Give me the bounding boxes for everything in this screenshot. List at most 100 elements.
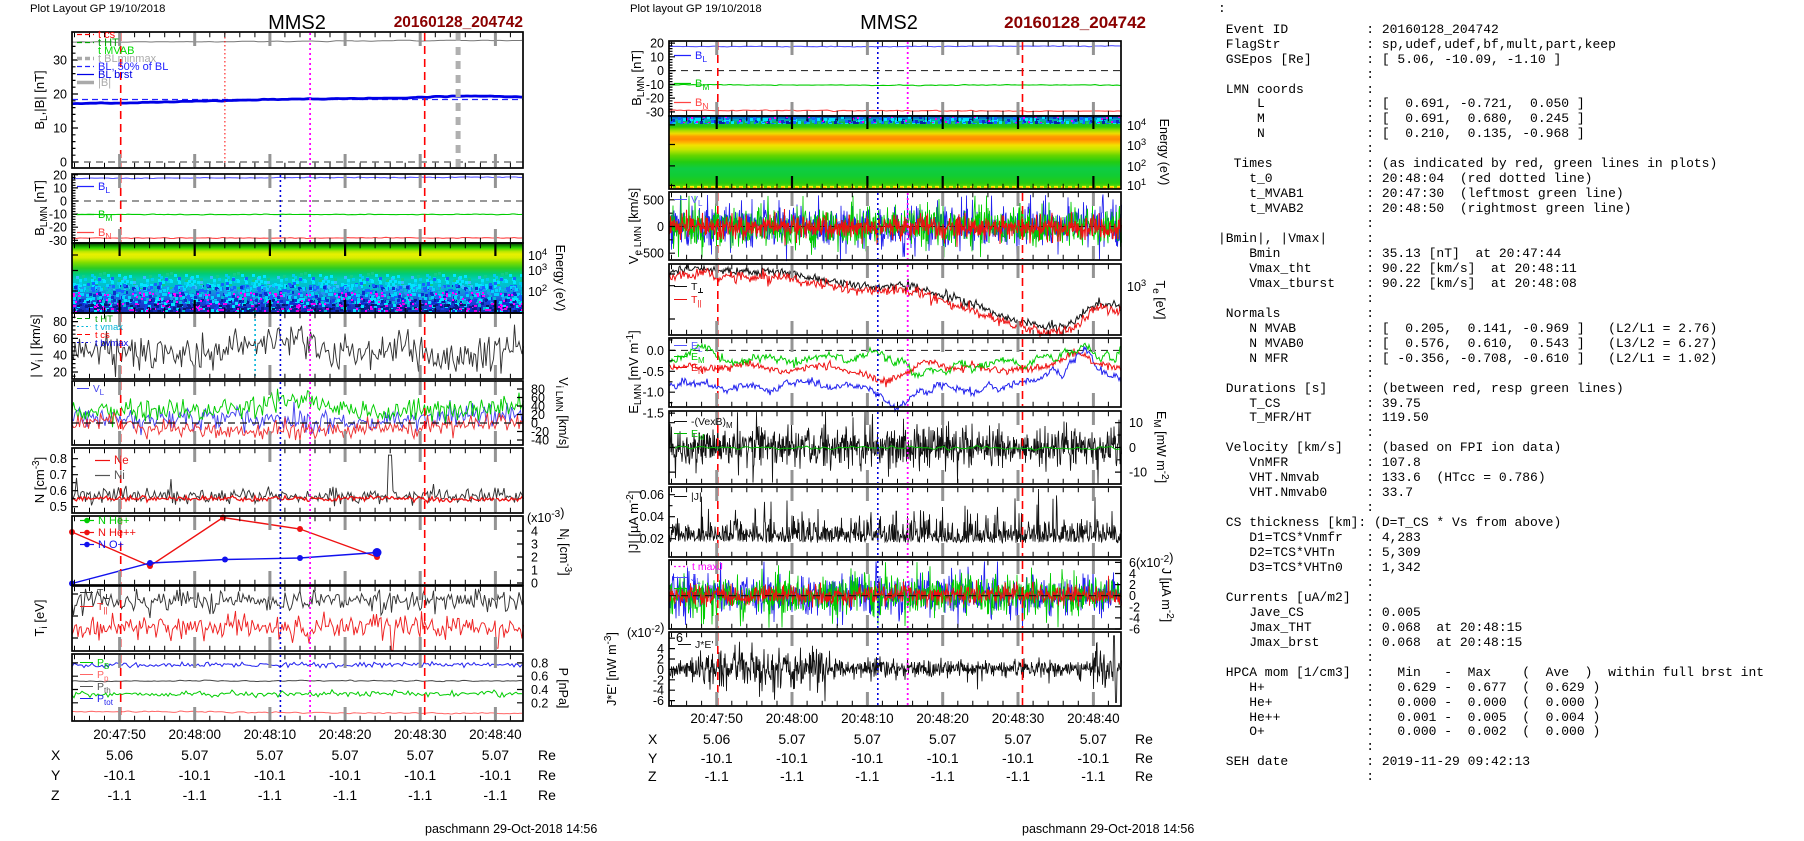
svg-text:20:47:50: 20:47:50	[93, 727, 146, 742]
svg-text:-1.0: -1.0	[642, 386, 664, 400]
svg-text:-(VexB)M: -(VexB)M	[691, 416, 733, 430]
svg-text:20160128_204742: 20160128_204742	[394, 14, 523, 31]
svg-text:-1.5: -1.5	[642, 407, 664, 421]
svg-text:40: 40	[531, 400, 545, 414]
svg-text:paschmann 29-Oct-2018 14:56: paschmann 29-Oct-2018 14:56	[1022, 822, 1194, 836]
svg-text:0.6: 0.6	[50, 484, 67, 498]
svg-text:60: 60	[531, 391, 545, 405]
svg-text:0: 0	[531, 417, 538, 431]
svg-text:0.4: 0.4	[531, 683, 548, 697]
svg-text:5.07: 5.07	[854, 731, 881, 747]
svg-text:-10.1: -10.1	[104, 767, 136, 783]
svg-text:80: 80	[53, 315, 67, 329]
svg-text:20:48:40: 20:48:40	[469, 727, 522, 742]
svg-text:Energy (eV): Energy (eV)	[1157, 119, 1171, 186]
svg-text:N He++: N He++	[98, 527, 136, 539]
svg-text:t HT: t HT	[95, 314, 113, 325]
svg-text:0.5: 0.5	[50, 500, 67, 514]
svg-text:-1.1: -1.1	[333, 787, 357, 803]
svg-text:Re: Re	[1135, 768, 1153, 784]
svg-text:BM​: BM​	[695, 78, 709, 92]
svg-text:T: T	[691, 281, 698, 293]
svg-text:Plot layout GP 19/10/2018: Plot layout GP 19/10/2018	[630, 3, 762, 15]
svg-text:20:48:40: 20:48:40	[1067, 711, 1120, 726]
svg-text:20: 20	[53, 88, 67, 102]
svg-text:0: 0	[657, 64, 664, 78]
svg-text:0.8: 0.8	[531, 656, 548, 670]
svg-text:5.07: 5.07	[778, 731, 805, 747]
svg-text:-1.1: -1.1	[780, 768, 804, 784]
svg-text:-1.1: -1.1	[408, 787, 432, 803]
svg-text:-10.1: -10.1	[1077, 750, 1109, 766]
svg-text:40: 40	[53, 349, 67, 363]
svg-text:-4: -4	[653, 684, 664, 698]
svg-text:5.07: 5.07	[407, 747, 434, 763]
svg-text:-10.1: -10.1	[254, 767, 286, 783]
svg-text:6: 6	[676, 631, 683, 645]
svg-text:Plot Layout GP 19/10/2018: Plot Layout GP 19/10/2018	[30, 3, 165, 15]
svg-text:0: 0	[1129, 441, 1136, 455]
svg-text:0: 0	[657, 220, 664, 234]
svg-text:-40: -40	[531, 434, 549, 448]
svg-text:0: 0	[60, 156, 67, 170]
svg-text:J*E' [nW m-3​]: J*E' [nW m-3​]	[603, 632, 619, 706]
svg-text:T||​: T||​	[97, 601, 108, 615]
svg-text:5.07: 5.07	[482, 747, 509, 763]
svg-text:-1.1: -1.1	[108, 787, 132, 803]
svg-text:20:48:20: 20:48:20	[319, 727, 372, 742]
svg-text:BL​,|B| [nT]: BL​,|B| [nT]	[32, 70, 50, 129]
svg-text:-10.1: -10.1	[479, 767, 511, 783]
svg-text:-1.1: -1.1	[855, 768, 879, 784]
svg-text:0: 0	[531, 577, 538, 591]
svg-text:0.04: 0.04	[640, 510, 664, 524]
svg-text:Re: Re	[1135, 731, 1153, 747]
svg-text:-1.1: -1.1	[705, 768, 729, 784]
svg-text:4: 4	[531, 525, 538, 539]
svg-text:Re: Re	[538, 767, 556, 783]
svg-text:J*E': J*E'	[695, 639, 713, 651]
svg-text:BL, 50% of BL: BL, 50% of BL	[98, 61, 168, 73]
svg-text:5.07: 5.07	[181, 747, 208, 763]
svg-text:|B|: |B|	[98, 77, 111, 89]
svg-text:6: 6	[1129, 556, 1136, 570]
svg-text:X: X	[51, 747, 61, 763]
svg-text:2: 2	[1129, 578, 1136, 592]
svg-text:t cs: t cs	[98, 29, 116, 41]
svg-text:-20: -20	[531, 425, 549, 439]
svg-text:t cs: t cs	[95, 330, 110, 341]
svg-text:-10.1: -10.1	[776, 750, 808, 766]
svg-text:Re: Re	[1135, 750, 1153, 766]
svg-text:-2: -2	[653, 673, 664, 687]
svg-text:-1.1: -1.1	[931, 768, 955, 784]
svg-text:BL​: BL​	[98, 181, 110, 195]
svg-text:0: 0	[657, 663, 664, 677]
svg-text:BN​: BN​	[98, 227, 111, 241]
svg-text:N O+: N O+	[98, 539, 124, 551]
svg-text:0.2: 0.2	[531, 696, 548, 710]
svg-text:20:48:30: 20:48:30	[992, 711, 1045, 726]
svg-text:|J|: |J|	[691, 491, 702, 503]
svg-text:-10: -10	[49, 208, 67, 222]
svg-text:20:47:50: 20:47:50	[690, 711, 743, 726]
svg-text:-4: -4	[1129, 611, 1140, 625]
svg-text:t vmax: t vmax	[95, 322, 123, 333]
svg-text:20: 20	[531, 408, 545, 422]
svg-text:-6: -6	[653, 694, 664, 708]
svg-text:-2: -2	[1129, 600, 1140, 614]
svg-text:-10.1: -10.1	[701, 750, 733, 766]
svg-text:Energy (eV): Energy (eV)	[553, 245, 567, 312]
svg-text:-10.1: -10.1	[179, 767, 211, 783]
svg-text:5.07: 5.07	[929, 731, 956, 747]
svg-text:5.07: 5.07	[256, 747, 283, 763]
svg-text:5.07: 5.07	[1004, 731, 1031, 747]
svg-text:20160128_204742: 20160128_204742	[1004, 13, 1146, 32]
svg-text:2: 2	[657, 653, 664, 667]
svg-text:N He+: N He+	[98, 515, 130, 527]
svg-text:5.07: 5.07	[331, 747, 358, 763]
svg-text:-500: -500	[639, 247, 664, 261]
svg-text:-6: -6	[1129, 623, 1140, 637]
svg-text:5.07: 5.07	[1080, 731, 1107, 747]
svg-text:BL​: BL​	[695, 50, 707, 64]
svg-text:2: 2	[531, 551, 538, 565]
svg-text:MMS2: MMS2	[268, 12, 326, 34]
